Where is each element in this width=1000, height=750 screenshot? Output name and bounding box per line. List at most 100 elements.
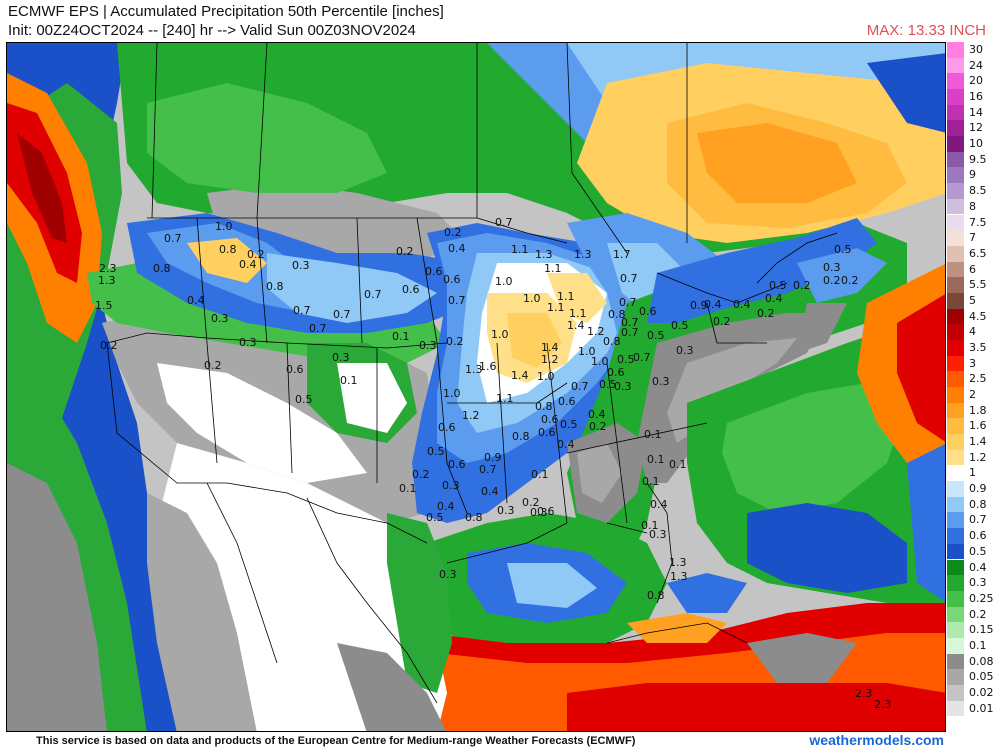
legend-swatch — [947, 198, 964, 215]
legend-swatch — [947, 575, 964, 591]
legend-swatch — [947, 167, 964, 184]
legend-label: 1.6 — [969, 419, 987, 433]
precip-value-label: 0.4 — [733, 298, 751, 311]
precip-value-label: 0.3 — [676, 344, 694, 357]
legend-swatch — [947, 559, 964, 576]
legend-row — [947, 716, 1000, 732]
legend-label: 0.6 — [969, 529, 987, 543]
legend-swatch — [947, 449, 964, 466]
precip-value-label: 0.7 — [309, 322, 327, 335]
legend-label: 6.5 — [969, 246, 987, 260]
legend-label: 0.08 — [969, 654, 994, 668]
precip-value-label: 0.1 — [669, 458, 687, 471]
legend-swatch — [947, 606, 964, 623]
precip-value-label: 1.1 — [547, 301, 565, 314]
precip-value-label: 0.7 — [621, 316, 639, 329]
precip-value-label: 0.8 — [647, 589, 665, 602]
legend-row: 12 — [947, 120, 1000, 137]
precip-value-label: 0.2 — [247, 248, 265, 261]
legend-row: 1.4 — [947, 434, 1000, 450]
legend-row: 10 — [947, 136, 1000, 152]
precip-value-label: 0.5 — [617, 353, 635, 366]
legend-swatch — [947, 230, 964, 246]
precip-value-label: 0.7 — [333, 308, 351, 321]
legend-swatch — [947, 543, 964, 560]
precip-value-label: 0.8 — [266, 280, 284, 293]
legend-swatch — [947, 653, 964, 670]
legend-row: 0.1 — [947, 637, 1000, 654]
precip-value-label: 1.3 — [670, 570, 688, 583]
legend-swatch — [947, 261, 964, 278]
legend-swatch — [947, 716, 964, 732]
precip-value-label: 0.2 — [757, 307, 775, 320]
precip-value-label: 0.7 — [571, 380, 589, 393]
legend-row: 0.3 — [947, 575, 1000, 591]
site-link[interactable]: weathermodels.com — [809, 732, 944, 748]
precip-value-label: 0.6 — [607, 366, 625, 379]
legend-row: 0.05 — [947, 669, 1000, 685]
precip-value-label: 0.2 — [100, 339, 118, 352]
precip-value-labels: 1.00.70.8 0.20.42.3 0.81.30.30.80.41.50.30… — [95, 216, 892, 711]
precip-value-label: 0.4 — [481, 485, 499, 498]
precip-value-label: 0.5 — [671, 319, 689, 332]
precip-value-label: 0.7 — [293, 304, 311, 317]
legend-swatch — [947, 245, 964, 262]
color-legend: 30 24 20 16 14 12 10 9.5 9 8.5 8 7.5 7 6.5 6 5.5 5 4.5 4 3.… — [947, 42, 1000, 732]
legend-swatch — [947, 700, 964, 717]
precip-value-label: 0.6 — [443, 273, 461, 286]
precip-value-label: 2.3 — [855, 687, 873, 700]
precip-value-label: 1.0 — [495, 275, 513, 288]
legend-swatch — [947, 136, 964, 152]
legend-label: 9.5 — [969, 152, 987, 166]
precip-value-label: 1.2 — [462, 409, 480, 422]
legend-swatch — [947, 214, 964, 231]
precip-value-label: 1.6 — [479, 360, 497, 373]
precip-value-label: 0.3 — [497, 504, 515, 517]
legend-swatch — [947, 73, 964, 90]
precip-value-label: 2.3 — [99, 262, 117, 275]
legend-label: 9 — [969, 168, 976, 182]
precip-value-label: 0.5 — [599, 378, 617, 391]
legend-row: 3 — [947, 355, 1000, 372]
legend-row: 4 — [947, 324, 1000, 340]
precip-value-label: 1.2 — [587, 325, 605, 338]
legend-swatch — [947, 481, 964, 497]
legend-label: 0.02 — [969, 685, 994, 699]
legend-row: 1.8 — [947, 402, 1000, 419]
legend-row: 2 — [947, 387, 1000, 403]
legend-row: 20 — [947, 73, 1000, 90]
precip-value-label: 0.6 — [286, 363, 304, 376]
precip-value-label: 0.3 — [211, 312, 229, 325]
legend-label: 5.5 — [969, 278, 987, 292]
precip-value-label: 0.2 — [204, 359, 222, 372]
precip-value-label: 0.2 — [841, 274, 859, 287]
legend-row: 0.4 — [947, 559, 1000, 576]
legend-row: 2.5 — [947, 371, 1000, 387]
precip-value-label: 0.6 — [537, 505, 555, 518]
precip-value-label: 0.1 — [392, 330, 410, 343]
precip-value-label: 1.1 — [544, 262, 562, 275]
legend-label: 0.7 — [969, 513, 987, 527]
legend-label: 5 — [969, 293, 976, 307]
precip-value-label: 0.4 — [704, 298, 722, 311]
legend-row: 0.6 — [947, 528, 1000, 544]
precip-value-label: 0.3 — [652, 375, 670, 388]
legend-label: 0.4 — [969, 560, 987, 574]
legend-swatch — [947, 496, 964, 513]
legend-swatch — [947, 120, 964, 137]
legend-label: 3 — [969, 356, 976, 370]
precip-value-label: 1.7 — [613, 248, 631, 261]
legend-label: 12 — [969, 121, 983, 135]
precip-value-label: 1.4 — [567, 319, 585, 332]
precip-value-label: 0.2 — [446, 335, 464, 348]
precip-value-label: 0.8 — [512, 430, 530, 443]
precip-value-label: 0.8 — [219, 243, 237, 256]
precip-value-label: 0.7 — [633, 351, 651, 364]
precipitation-map: 1.0 0.7 0.8 0.2 0.4 2.3 0.8 1.3 0.3 0.8 0.4 1.5 0.3 0… — [6, 42, 946, 732]
legend-row: 0.7 — [947, 512, 1000, 529]
legend-label: 16 — [969, 90, 983, 104]
precip-value-label: 0.7 — [621, 326, 639, 339]
legend-label: 1.4 — [969, 435, 987, 449]
legend-swatch — [947, 434, 964, 450]
precip-value-label: 0.8 — [535, 400, 553, 413]
